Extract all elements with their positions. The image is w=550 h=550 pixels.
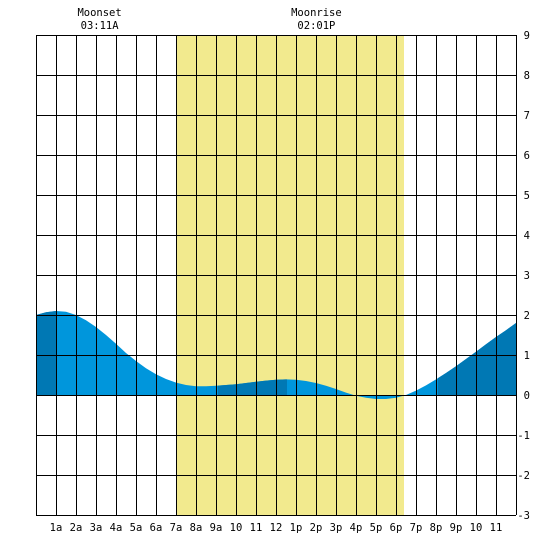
grid-layer [36, 35, 517, 516]
y-tick-label: 7 [524, 110, 530, 122]
x-tick-label: 12 [270, 522, 283, 534]
x-tick-label: 5p [370, 522, 383, 534]
x-tick-label: 7p [410, 522, 423, 534]
y-tick-label: 6 [524, 150, 530, 162]
x-tick-label: 2a [70, 522, 83, 534]
moon-event-time: 02:01P [297, 20, 335, 32]
x-tick-label: 4a [110, 522, 123, 534]
y-tick-labels: 9 8 7 6 5 4 3 2 1 0 -1 -2 -3 [517, 30, 530, 522]
x-tick-label: 10 [230, 522, 243, 534]
x-tick-label: 8p [430, 522, 443, 534]
x-tick-label: 11 [490, 522, 503, 534]
x-tick-label: 9a [210, 522, 223, 534]
y-tick-label: 3 [524, 270, 530, 282]
x-tick-label: 8a [190, 522, 203, 534]
x-tick-label: 2p [310, 522, 323, 534]
y-tick-label: 5 [524, 190, 530, 202]
y-tick-label: 2 [524, 310, 530, 322]
x-tick-label: 10 [470, 522, 483, 534]
x-tick-label: 6a [150, 522, 163, 534]
y-tick-label: -1 [517, 430, 530, 442]
y-tick-label: 8 [524, 70, 530, 82]
y-tick-label: -3 [517, 510, 530, 522]
y-tick-label: 4 [524, 230, 530, 242]
y-tick-label: -2 [517, 470, 530, 482]
x-tick-label: 4p [350, 522, 363, 534]
x-tick-label: 7a [170, 522, 183, 534]
x-tick-label: 1p [290, 522, 303, 534]
moon-event-time: 03:11A [81, 20, 120, 32]
moon-event-label: Moonset [77, 7, 121, 19]
x-tick-label: 1a [50, 522, 63, 534]
x-tick-label: 9p [450, 522, 463, 534]
x-tick-label: 11 [250, 522, 263, 534]
x-tick-label: 3p [330, 522, 343, 534]
x-tick-label: 6p [390, 522, 403, 534]
x-tick-label: 3a [90, 522, 103, 534]
x-tick-label: 5a [130, 522, 143, 534]
y-tick-label: 9 [524, 30, 530, 42]
moon-event-label: Moonrise [291, 7, 342, 19]
y-tick-label: 0 [524, 390, 530, 402]
y-tick-label: 1 [524, 350, 530, 362]
x-tick-labels: 1a 2a 3a 4a 5a 6a 7a 8a 9a 10 11 12 1p 2p 3p 4p 5p 6p 7p 8p… [50, 522, 503, 534]
